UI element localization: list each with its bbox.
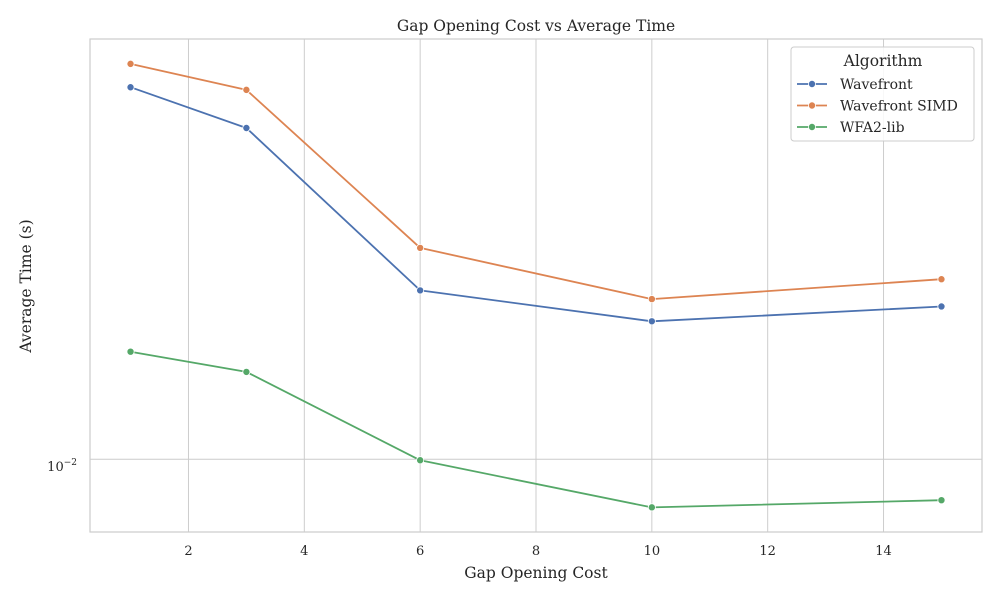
y-axis-label: Average Time (s) bbox=[17, 219, 35, 353]
data-point bbox=[126, 59, 135, 68]
grid bbox=[90, 39, 982, 532]
data-point bbox=[416, 286, 425, 295]
plot-frame bbox=[89, 38, 983, 533]
data-point bbox=[937, 496, 946, 505]
legend-label: Wavefront SIMD bbox=[840, 99, 958, 115]
x-tick-labels: 2 4 6 8 10 12 14 bbox=[184, 544, 891, 559]
legend: Algorithm Wavefront Wavefront SIMD WFA2-li… bbox=[790, 46, 975, 142]
x-tick-label: 4 bbox=[300, 544, 308, 559]
legend-item: Wavefront SIMD bbox=[797, 99, 958, 115]
x-tick-label: 2 bbox=[184, 544, 192, 559]
series-group bbox=[126, 59, 946, 304]
y-tick-label-exponent: −2 bbox=[64, 458, 77, 468]
x-tick-label: 6 bbox=[416, 544, 424, 559]
legend-title: Algorithm bbox=[843, 52, 923, 70]
series-layer bbox=[126, 59, 946, 512]
legend-items: Wavefront Wavefront SIMD WFA2-lib bbox=[797, 77, 958, 136]
data-point bbox=[937, 302, 946, 311]
legend-item: Wavefront bbox=[797, 77, 913, 93]
y-tick-label-base: 10 bbox=[47, 460, 64, 475]
data-point bbox=[647, 295, 656, 304]
legend-item: WFA2-lib bbox=[797, 120, 905, 136]
legend-marker bbox=[808, 101, 817, 110]
x-tick-label: 10 bbox=[644, 544, 661, 559]
data-point bbox=[242, 85, 251, 94]
legend-marker bbox=[808, 80, 817, 89]
data-point bbox=[647, 503, 656, 512]
chart-title: Gap Opening Cost vs Average Time bbox=[397, 17, 675, 35]
data-point bbox=[937, 275, 946, 284]
data-point bbox=[242, 123, 251, 132]
x-tick-label: 8 bbox=[532, 544, 540, 559]
legend-label: Wavefront bbox=[840, 77, 913, 93]
data-point bbox=[647, 317, 656, 326]
data-point bbox=[416, 456, 425, 465]
data-point bbox=[242, 367, 251, 376]
legend-box bbox=[790, 46, 975, 142]
x-tick-label: 14 bbox=[875, 544, 892, 559]
series-group bbox=[126, 83, 946, 326]
series-group bbox=[126, 347, 946, 512]
y-tick-labels: 10−2 bbox=[47, 458, 77, 475]
data-point bbox=[416, 243, 425, 252]
legend-marker bbox=[808, 123, 817, 132]
data-point bbox=[126, 83, 135, 92]
legend-label: WFA2-lib bbox=[840, 120, 905, 136]
y-tick-label: 10−2 bbox=[47, 458, 77, 475]
x-tick-label: 12 bbox=[759, 544, 776, 559]
data-point bbox=[126, 347, 135, 356]
x-axis-label: Gap Opening Cost bbox=[464, 564, 608, 582]
